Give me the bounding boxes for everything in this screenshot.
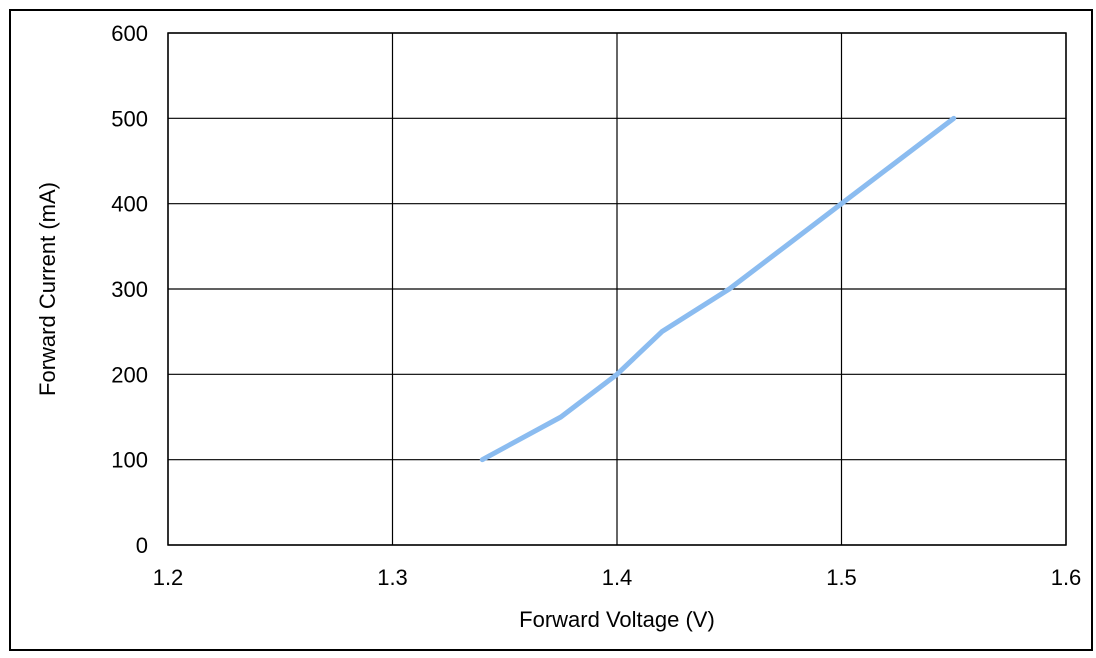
chart-frame: [9, 9, 1093, 651]
y-tick-labels: 0 100 200 300 400 500 600: [111, 21, 148, 558]
y-tick-label: 400: [111, 192, 148, 217]
x-tick-labels: 1.2 1.3 1.4 1.5 1.6: [153, 565, 1082, 590]
series-line: [479, 115, 957, 463]
x-tick-label: 1.4: [602, 565, 633, 590]
series-group: [479, 115, 957, 463]
y-tick-label: 500: [111, 106, 148, 131]
y-tick-label: 100: [111, 448, 148, 473]
x-tick-label: 1.6: [1051, 565, 1082, 590]
y-tick-label: 300: [111, 277, 148, 302]
x-tick-label: 1.5: [826, 565, 857, 590]
x-axis-title: Forward Voltage (V): [519, 607, 715, 632]
y-axis-title: Forward Current (mA): [35, 182, 60, 396]
x-tick-label: 1.3: [377, 565, 408, 590]
y-tick-label: 0: [136, 533, 148, 558]
grid-lines: [167, 32, 1067, 546]
y-tick-label: 200: [111, 362, 148, 387]
x-tick-label: 1.2: [153, 565, 184, 590]
plot-area: [167, 32, 1067, 546]
y-tick-label: 600: [111, 21, 148, 46]
